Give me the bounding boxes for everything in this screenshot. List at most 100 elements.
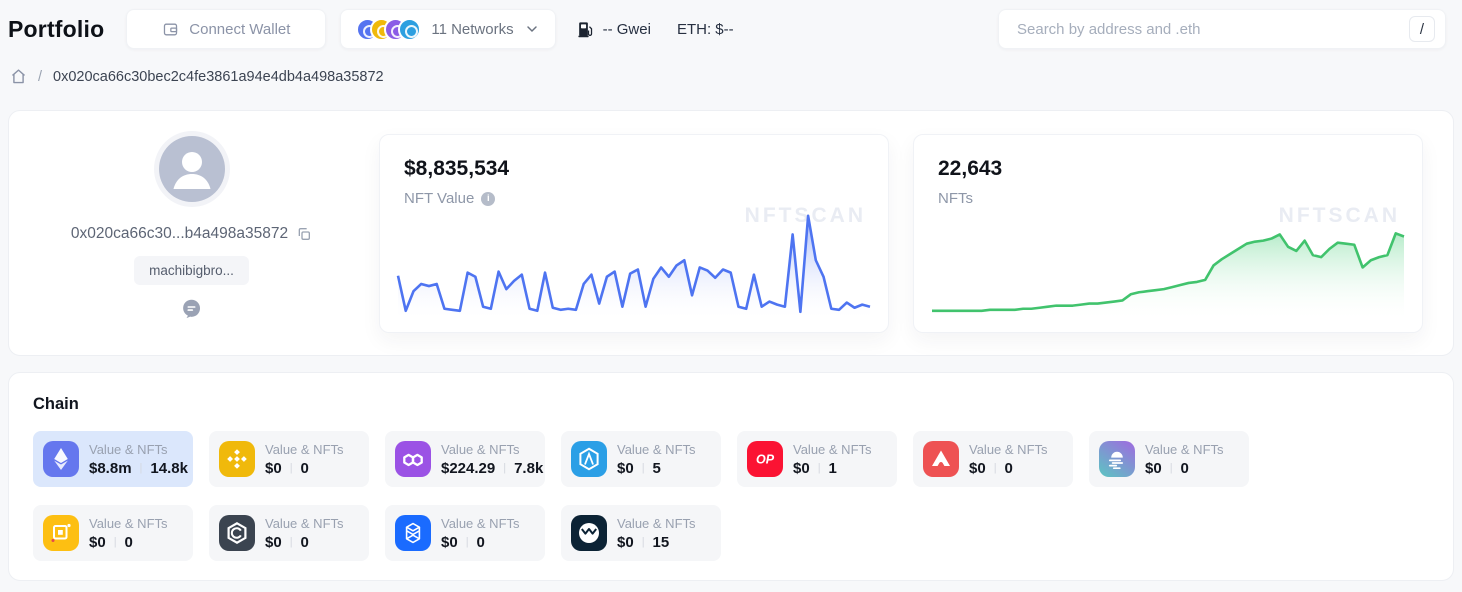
platon-icon <box>43 515 79 551</box>
chain-card-avalanche[interactable]: Value & NFTs $0 | 0 <box>913 431 1073 487</box>
chain-divider: | <box>289 461 293 474</box>
ens-name-badge[interactable]: machibigbro... <box>134 256 249 285</box>
chain-stat-label: Value & NFTs <box>89 515 168 531</box>
chain-card-fantom[interactable]: Value & NFTs $0 | 0 <box>385 505 545 561</box>
chain-grid: Value & NFTs $8.8m | 14.8k Value & NFTs … <box>33 431 1255 561</box>
chain-divider: | <box>465 535 469 548</box>
breadcrumb-address[interactable]: 0x020ca66c30bec2c4fe3861a94e4db4a498a358… <box>53 68 384 85</box>
chain-stat-label: Value & NFTs <box>441 515 520 531</box>
gnosis-icon <box>571 515 607 551</box>
chain-nft-count: 5 <box>652 459 661 477</box>
chain-card-polygon[interactable]: Value & NFTs $224.29 | 7.8k <box>385 431 545 487</box>
connect-wallet-button[interactable]: Connect Wallet <box>126 9 327 49</box>
chain-value: $0 <box>265 459 282 477</box>
nft-count-amount: 22,643 <box>938 157 1003 180</box>
chain-card-cronos[interactable]: Value & NFTs $0 | 0 <box>209 505 369 561</box>
chain-divider: | <box>139 461 143 474</box>
nftscan-watermark: NFTSCAN <box>1278 204 1400 227</box>
chain-divider: | <box>113 535 117 548</box>
chain-divider: | <box>1169 461 1173 474</box>
cronos-icon <box>219 515 255 551</box>
gas-info: -- Gwei <box>576 20 651 39</box>
avatar <box>158 136 225 202</box>
network-count-label: 11 Networks <box>431 20 514 38</box>
connect-wallet-label: Connect Wallet <box>189 20 291 38</box>
chain-stat-label: Value & NFTs <box>1145 441 1224 457</box>
avalanche-icon <box>923 441 959 477</box>
info-icon[interactable]: i <box>481 191 496 206</box>
chat-icon[interactable] <box>181 298 202 324</box>
overview-panel: 0x020ca66c30...b4a498a35872 machibigbro.… <box>8 110 1454 356</box>
nft-count-chart: NFTSCAN <box>932 204 1404 322</box>
chain-divider: | <box>289 535 293 548</box>
optimism-icon: OP <box>747 441 783 477</box>
svg-text:OP: OP <box>756 453 775 467</box>
nftscan-watermark: NFTSCAN <box>744 204 866 227</box>
chain-value: $0 <box>969 459 986 477</box>
nft-value-label: NFT Value <box>404 190 475 207</box>
chevron-down-icon <box>524 21 540 37</box>
nft-value-amount: $8,835,534 <box>404 157 510 180</box>
chain-nft-count: 0 <box>300 459 309 477</box>
search-bar[interactable]: / <box>998 9 1446 49</box>
chain-nft-count: 0 <box>124 533 133 551</box>
fantom-icon <box>395 515 431 551</box>
wallet-address: 0x020ca66c30...b4a498a35872 <box>70 225 289 242</box>
chain-nft-count: 15 <box>652 533 670 551</box>
top-bar: Portfolio Connect Wallet 11 Networks -- … <box>0 0 1462 58</box>
network-selector[interactable]: 11 Networks <box>340 9 556 49</box>
chain-panel: Chain Value & NFTs $8.8m | 14.8k Value &… <box>8 372 1454 581</box>
chain-value: $0 <box>1145 459 1162 477</box>
chain-card-optimism[interactable]: OP Value & NFTs $0 | 1 <box>737 431 897 487</box>
polygon-icon <box>395 441 431 477</box>
chain-value: $0 <box>441 533 458 551</box>
bnb-icon <box>219 441 255 477</box>
chain-card-bnb[interactable]: Value & NFTs $0 | 0 <box>209 431 369 487</box>
search-input[interactable] <box>1015 19 1409 39</box>
chain-card-gnosis[interactable]: Value & NFTs $0 | 15 <box>561 505 721 561</box>
chain-section-title: Chain <box>33 395 79 413</box>
nft-value-chart: NFTSCAN <box>398 204 870 322</box>
chain-stat-label: Value & NFTs <box>793 441 872 457</box>
arbitrum-icon <box>571 441 607 477</box>
chain-nft-count: 0 <box>476 533 485 551</box>
moonbeam-icon <box>1099 441 1135 477</box>
chain-stat-label: Value & NFTs <box>265 515 344 531</box>
nft-count-label: NFTs <box>938 190 973 207</box>
chain-divider: | <box>817 461 821 474</box>
chain-card-ethereum[interactable]: Value & NFTs $8.8m | 14.8k <box>33 431 193 487</box>
chain-value: $0 <box>793 459 810 477</box>
search-shortcut-key: / <box>1409 16 1435 42</box>
network-icon-arbitrum <box>398 17 422 41</box>
copy-icon[interactable] <box>296 226 312 242</box>
ethereum-icon <box>43 441 79 477</box>
chain-card-platon[interactable]: Value & NFTs $0 | 0 <box>33 505 193 561</box>
chain-value: $0 <box>617 459 634 477</box>
eth-price: ETH: $-- <box>676 20 734 38</box>
nft-value-card: $8,835,534 NFT Value i NFTSCAN <box>379 134 889 333</box>
nft-count-card: 22,643 NFTs NFTSCAN <box>913 134 1423 333</box>
network-icon-stack <box>356 17 422 41</box>
chain-nft-count: 7.8k <box>514 459 544 477</box>
chain-nft-count: 0 <box>1180 459 1189 477</box>
chain-nft-count: 0 <box>1004 459 1013 477</box>
wallet-icon <box>162 21 179 38</box>
gas-pump-icon <box>576 20 595 39</box>
chain-divider: | <box>503 461 507 474</box>
chain-value: $0 <box>265 533 282 551</box>
gas-value: -- Gwei <box>602 20 651 38</box>
chain-stat-label: Value & NFTs <box>617 441 696 457</box>
home-icon[interactable] <box>10 68 27 85</box>
chain-nft-count: 1 <box>828 459 837 477</box>
chain-card-moonbeam[interactable]: Value & NFTs $0 | 0 <box>1089 431 1249 487</box>
chain-value: $224.29 <box>441 459 496 477</box>
chain-card-arbitrum[interactable]: Value & NFTs $0 | 5 <box>561 431 721 487</box>
chain-stat-label: Value & NFTs <box>265 441 344 457</box>
chain-nft-count: 0 <box>300 533 309 551</box>
profile-block: 0x020ca66c30...b4a498a35872 machibigbro.… <box>9 111 374 355</box>
chain-divider: | <box>993 461 997 474</box>
chain-value: $0 <box>617 533 634 551</box>
chain-stat-label: Value & NFTs <box>969 441 1048 457</box>
breadcrumb: / 0x020ca66c30bec2c4fe3861a94e4db4a498a3… <box>0 58 1462 99</box>
chain-nft-count: 14.8k <box>150 459 188 477</box>
